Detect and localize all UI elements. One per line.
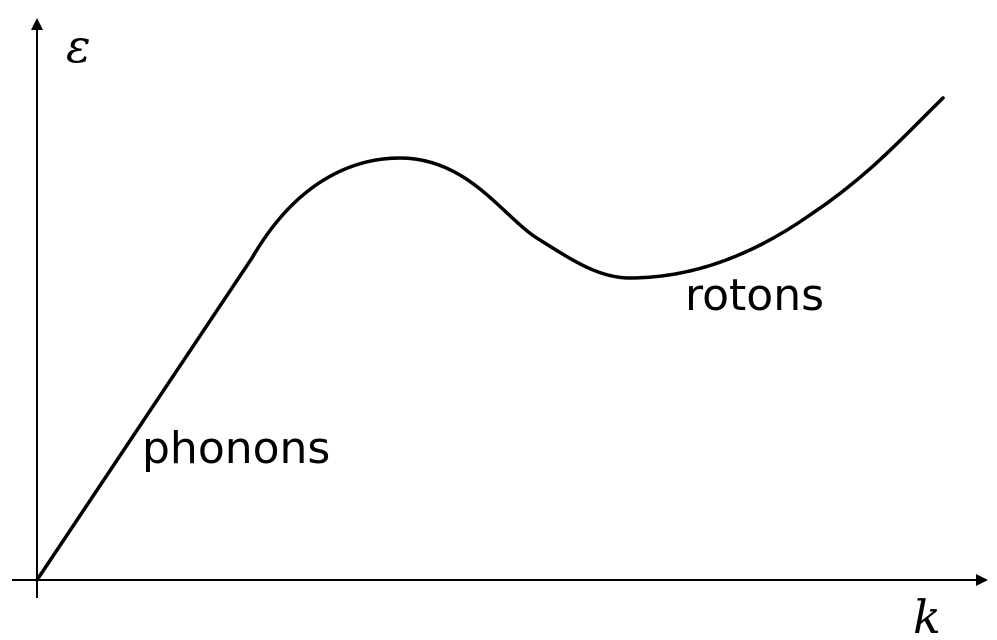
x-axis-label: k — [913, 590, 941, 640]
dispersion-curve — [35, 96, 945, 582]
y-axis-label: ε — [66, 19, 91, 73]
rotons-label: rotons — [685, 270, 824, 321]
phonons-label: phonons — [142, 423, 330, 474]
